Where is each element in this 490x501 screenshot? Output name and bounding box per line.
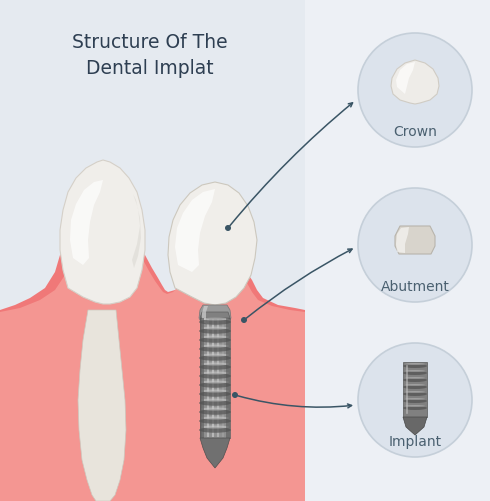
Text: Crown: Crown	[393, 125, 437, 139]
Ellipse shape	[201, 345, 229, 348]
Ellipse shape	[405, 377, 425, 379]
Polygon shape	[0, 240, 305, 501]
Ellipse shape	[199, 400, 231, 406]
Ellipse shape	[405, 370, 425, 372]
Ellipse shape	[201, 354, 229, 357]
Circle shape	[232, 392, 238, 398]
Polygon shape	[395, 226, 435, 254]
Ellipse shape	[403, 364, 427, 368]
Circle shape	[358, 33, 472, 147]
Polygon shape	[200, 318, 230, 438]
Ellipse shape	[403, 385, 427, 389]
Ellipse shape	[201, 318, 229, 321]
Ellipse shape	[199, 382, 231, 388]
Ellipse shape	[405, 363, 425, 365]
Polygon shape	[0, 245, 305, 501]
Ellipse shape	[199, 391, 231, 397]
Ellipse shape	[201, 416, 229, 419]
Circle shape	[358, 188, 472, 302]
Polygon shape	[132, 194, 141, 268]
Polygon shape	[78, 310, 126, 501]
Ellipse shape	[201, 327, 229, 330]
Polygon shape	[200, 318, 204, 438]
Polygon shape	[70, 180, 103, 265]
Text: Implant: Implant	[389, 435, 441, 449]
Ellipse shape	[201, 380, 229, 383]
Ellipse shape	[201, 389, 229, 392]
Polygon shape	[403, 417, 427, 435]
Ellipse shape	[199, 409, 231, 415]
Ellipse shape	[199, 427, 231, 433]
Polygon shape	[199, 305, 231, 324]
Ellipse shape	[201, 398, 229, 401]
Ellipse shape	[201, 372, 229, 375]
Ellipse shape	[403, 399, 427, 403]
Polygon shape	[200, 438, 230, 468]
Polygon shape	[200, 312, 230, 318]
Polygon shape	[202, 306, 208, 324]
Circle shape	[225, 225, 231, 231]
Ellipse shape	[403, 371, 427, 375]
Polygon shape	[396, 227, 409, 253]
Circle shape	[241, 317, 247, 323]
Polygon shape	[305, 0, 490, 501]
Ellipse shape	[199, 337, 231, 343]
Ellipse shape	[405, 384, 425, 386]
Text: Structure Of The: Structure Of The	[72, 33, 228, 52]
Ellipse shape	[199, 346, 231, 352]
Ellipse shape	[201, 407, 229, 410]
Polygon shape	[0, 310, 305, 501]
Ellipse shape	[405, 405, 425, 407]
Polygon shape	[0, 0, 305, 501]
Ellipse shape	[201, 425, 229, 428]
Ellipse shape	[199, 328, 231, 334]
Ellipse shape	[199, 364, 231, 370]
Polygon shape	[175, 189, 215, 272]
Polygon shape	[168, 182, 257, 305]
Polygon shape	[226, 318, 230, 438]
Ellipse shape	[403, 406, 427, 410]
Ellipse shape	[199, 418, 231, 424]
Ellipse shape	[405, 391, 425, 393]
Polygon shape	[391, 60, 439, 104]
Text: Dental Implat: Dental Implat	[86, 59, 214, 78]
Polygon shape	[60, 160, 145, 304]
Polygon shape	[396, 62, 415, 94]
Ellipse shape	[405, 398, 425, 400]
Ellipse shape	[201, 363, 229, 366]
Ellipse shape	[199, 319, 231, 325]
Ellipse shape	[199, 373, 231, 379]
Ellipse shape	[403, 378, 427, 382]
Text: Abutment: Abutment	[381, 280, 449, 294]
Ellipse shape	[199, 355, 231, 361]
Ellipse shape	[201, 336, 229, 339]
Polygon shape	[403, 362, 427, 417]
Ellipse shape	[403, 392, 427, 396]
Circle shape	[358, 343, 472, 457]
